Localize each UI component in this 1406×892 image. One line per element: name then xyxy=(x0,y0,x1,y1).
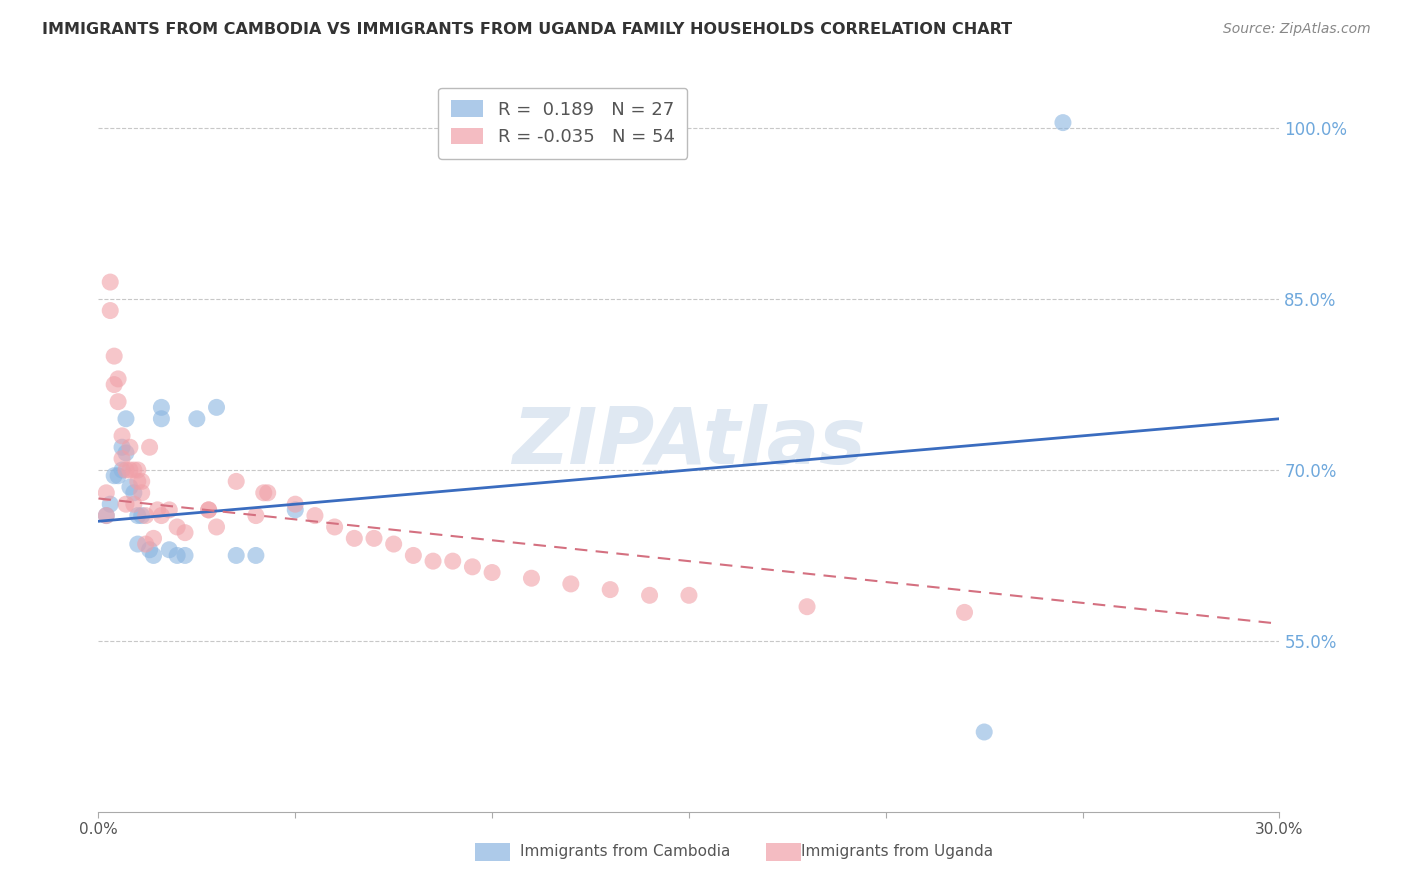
Point xyxy=(111,429,134,443)
Point xyxy=(197,503,219,517)
Point xyxy=(115,411,138,425)
Point xyxy=(174,549,197,563)
Point xyxy=(107,372,129,386)
Text: Immigrants from Uganda: Immigrants from Uganda xyxy=(801,845,994,859)
Point xyxy=(138,440,160,454)
Legend: R =  0.189   N = 27, R = -0.035   N = 54: R = 0.189 N = 27, R = -0.035 N = 54 xyxy=(439,87,688,159)
Point xyxy=(118,463,141,477)
Point xyxy=(363,532,385,546)
Point xyxy=(973,725,995,739)
Point xyxy=(245,508,267,523)
Point xyxy=(111,463,134,477)
Point xyxy=(186,411,208,425)
Text: ZIPAtlas: ZIPAtlas xyxy=(512,403,866,480)
Point xyxy=(441,554,464,568)
Text: Immigrants from Cambodia: Immigrants from Cambodia xyxy=(520,845,731,859)
Point xyxy=(402,549,425,563)
Point xyxy=(256,485,278,500)
Point xyxy=(157,542,180,557)
Point xyxy=(150,411,173,425)
Point xyxy=(520,571,543,585)
Point xyxy=(953,606,976,620)
Point xyxy=(131,508,153,523)
Point xyxy=(284,503,307,517)
Point xyxy=(96,508,118,523)
Point xyxy=(135,508,157,523)
Point xyxy=(118,480,141,494)
Point xyxy=(253,485,276,500)
Point xyxy=(122,485,145,500)
Point xyxy=(122,463,145,477)
Point xyxy=(96,485,118,500)
Point xyxy=(197,503,219,517)
Point xyxy=(150,401,173,415)
Point xyxy=(98,497,121,511)
Point xyxy=(150,508,173,523)
Point xyxy=(98,275,121,289)
Point xyxy=(245,549,267,563)
Point xyxy=(481,566,503,580)
Point xyxy=(225,475,247,489)
Point xyxy=(343,532,366,546)
Point xyxy=(127,537,149,551)
Point xyxy=(205,401,228,415)
Point xyxy=(103,349,125,363)
Point xyxy=(560,577,582,591)
Point xyxy=(638,588,661,602)
Point xyxy=(127,463,149,477)
Text: Source: ZipAtlas.com: Source: ZipAtlas.com xyxy=(1223,22,1371,37)
Point xyxy=(103,377,125,392)
Point xyxy=(118,440,141,454)
Point xyxy=(98,303,121,318)
Point xyxy=(127,508,149,523)
Point xyxy=(115,497,138,511)
Point xyxy=(461,559,484,574)
Point xyxy=(225,549,247,563)
FancyBboxPatch shape xyxy=(475,843,510,861)
Point xyxy=(1052,115,1074,129)
Text: IMMIGRANTS FROM CAMBODIA VS IMMIGRANTS FROM UGANDA FAMILY HOUSEHOLDS CORRELATION: IMMIGRANTS FROM CAMBODIA VS IMMIGRANTS F… xyxy=(42,22,1012,37)
Point xyxy=(142,532,165,546)
Point xyxy=(111,451,134,466)
Point xyxy=(115,446,138,460)
Point xyxy=(146,503,169,517)
Point xyxy=(166,549,188,563)
Point xyxy=(174,525,197,540)
Point xyxy=(122,497,145,511)
Point xyxy=(678,588,700,602)
Point xyxy=(138,542,160,557)
Point xyxy=(131,485,153,500)
Point xyxy=(107,468,129,483)
Point xyxy=(323,520,346,534)
FancyBboxPatch shape xyxy=(766,843,801,861)
Point xyxy=(304,508,326,523)
Point xyxy=(796,599,818,614)
Point xyxy=(157,503,180,517)
Point xyxy=(166,520,188,534)
Point xyxy=(111,440,134,454)
Point xyxy=(103,468,125,483)
Point xyxy=(422,554,444,568)
Point xyxy=(131,475,153,489)
Point xyxy=(96,508,118,523)
Point xyxy=(599,582,621,597)
Point xyxy=(107,394,129,409)
Point xyxy=(142,549,165,563)
Point xyxy=(135,537,157,551)
Point xyxy=(115,463,138,477)
Point xyxy=(205,520,228,534)
Point xyxy=(284,497,307,511)
Point xyxy=(382,537,405,551)
Point xyxy=(127,475,149,489)
